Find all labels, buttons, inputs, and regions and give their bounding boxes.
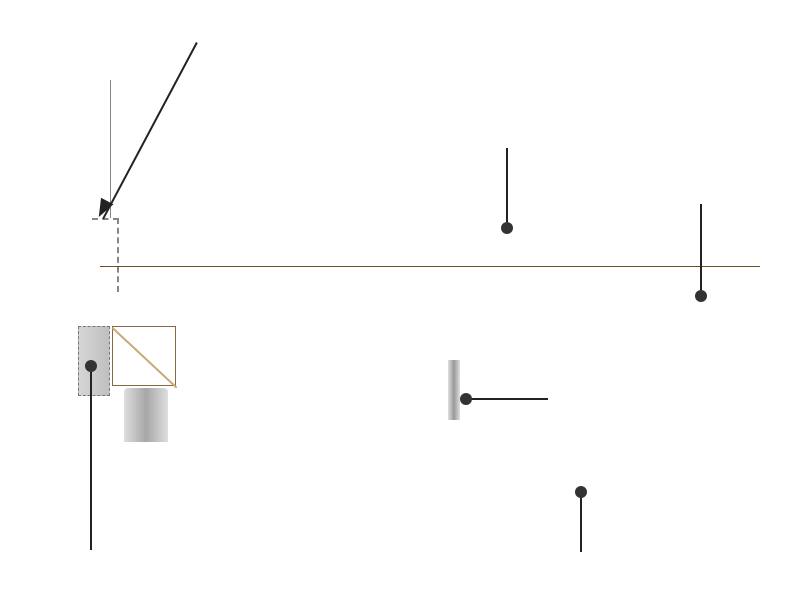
floor-ply-2 <box>100 226 760 234</box>
wall-pedestal-base-lower <box>100 448 192 462</box>
air-layer-badge <box>250 378 385 428</box>
diagram-canvas <box>0 0 800 600</box>
flooring-layer <box>100 218 760 266</box>
wall-outer-layer <box>30 72 50 502</box>
arrow-gap-shaft <box>102 42 198 220</box>
leader-dot-particle-board <box>695 290 707 302</box>
support-plate <box>394 326 514 346</box>
floor-ply-3 <box>100 234 760 242</box>
floor-ply-5 <box>100 250 760 258</box>
wall-pedestal-shaft <box>124 388 168 442</box>
leader-dot-void-slab <box>575 486 587 498</box>
leader-support-leg <box>468 398 548 400</box>
leader-dot-support-leg <box>460 393 472 405</box>
leader-void-slab <box>580 492 582 552</box>
cushion-block <box>112 326 176 386</box>
support-neck <box>436 346 472 360</box>
floor-ply-6 <box>100 258 760 266</box>
leader-particle-board <box>700 204 702 294</box>
void-slab <box>35 462 770 522</box>
leader-cushion <box>90 365 92 550</box>
floor-ply-1 <box>100 218 760 226</box>
support-shaft <box>448 360 460 420</box>
leader-dot-cushion <box>85 360 97 372</box>
particle-board-layer <box>100 266 760 326</box>
leader-flooring <box>506 148 508 226</box>
floor-ply-4 <box>100 242 760 250</box>
leader-dot-flooring <box>501 222 513 234</box>
